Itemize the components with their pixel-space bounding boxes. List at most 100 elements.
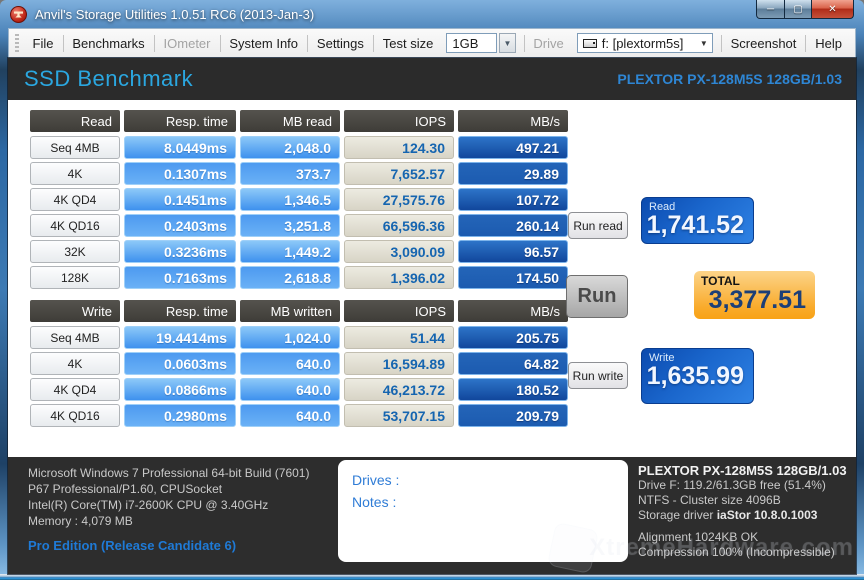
run-write-button[interactable]: Run write bbox=[568, 362, 628, 389]
app-icon bbox=[10, 5, 27, 23]
menu-system-info[interactable]: System Info bbox=[229, 35, 299, 51]
mb-written-cell: 640.0 bbox=[240, 404, 340, 427]
mb-written-cell: 640.0 bbox=[240, 352, 340, 375]
iops-cell: 27,575.76 bbox=[344, 188, 454, 211]
read-score-label: Read bbox=[649, 201, 676, 213]
resp-time-cell: 19.4414ms bbox=[124, 326, 236, 349]
resp-time-col-header: Resp. time bbox=[124, 110, 236, 132]
mb-read-cell: 373.7 bbox=[240, 162, 340, 185]
iops-col-header: IOPS bbox=[344, 110, 454, 132]
test-size-select[interactable]: 1GB bbox=[446, 33, 498, 53]
iops-cell: 51.44 bbox=[344, 326, 454, 349]
iops-cell: 124.30 bbox=[344, 136, 454, 159]
write-benchmark-table: Write Resp. time MB written IOPS MB/s Se… bbox=[30, 300, 568, 427]
resp-time-cell: 0.3236ms bbox=[124, 240, 236, 263]
title-bar[interactable]: Anvil's Storage Utilities 1.0.51 RC6 (20… bbox=[0, 0, 864, 28]
cpu-info: Intel(R) Core(TM) i7-2600K CPU @ 3.40GHz bbox=[28, 498, 269, 512]
os-info: Microsoft Windows 7 Professional 64-bit … bbox=[28, 466, 310, 480]
mbs-cell: 29.89 bbox=[458, 162, 568, 185]
device-name: PLEXTOR PX-128M5S 128GB/1.03 bbox=[617, 71, 842, 87]
menu-file[interactable]: File bbox=[32, 35, 54, 51]
window-controls: ─ ▢ ✕ bbox=[756, 0, 854, 19]
drive-free-space: Drive F: 119.2/61.3GB free (51.4%) bbox=[638, 478, 826, 492]
alignment-info: Alignment 1024KB OK bbox=[638, 530, 759, 544]
benchmark-panel: Read Resp. time MB read IOPS MB/s Seq 4M… bbox=[8, 100, 856, 457]
drives-label: Drives : bbox=[352, 472, 400, 488]
test-size-label: Test size bbox=[382, 35, 434, 51]
mbs-col-header: MB/s bbox=[458, 110, 568, 132]
write-score-label: Write bbox=[649, 352, 675, 364]
mbs-col-header: MB/s bbox=[458, 300, 568, 322]
row-label: 32K bbox=[30, 240, 120, 263]
row-label: 4K QD4 bbox=[30, 188, 120, 211]
compression-info: Compression 100% (Incompressible) bbox=[638, 545, 835, 559]
mbs-cell: 180.52 bbox=[458, 378, 568, 401]
drive-select-value: f: [plextorm5s] bbox=[601, 35, 684, 51]
row-label: Seq 4MB bbox=[30, 136, 120, 159]
system-info: Microsoft Windows 7 Professional 64-bit … bbox=[28, 465, 309, 529]
drive-info-title: PLEXTOR PX-128M5S 128GB/1.03 bbox=[638, 463, 847, 478]
storage-driver-info: Storage driver iaStor 10.8.0.1003 bbox=[638, 508, 818, 522]
menu-screenshot[interactable]: Screenshot bbox=[730, 35, 797, 51]
menu-bar: File Benchmarks IOmeter System Info Sett… bbox=[8, 28, 856, 58]
total-score-value: 3,377.51 bbox=[708, 286, 806, 314]
menu-iometer: IOmeter bbox=[163, 35, 211, 51]
minimize-button[interactable]: ─ bbox=[756, 0, 785, 19]
resp-time-cell: 0.2403ms bbox=[124, 214, 236, 237]
resp-time-cell: 0.1451ms bbox=[124, 188, 236, 211]
run-read-button[interactable]: Run read bbox=[568, 212, 628, 239]
iops-col-header: IOPS bbox=[344, 300, 454, 322]
test-size-dropdown-arrow-icon[interactable]: ▼ bbox=[499, 33, 516, 53]
notes-box[interactable]: Drives : Notes : bbox=[338, 460, 628, 562]
window-bottom-border bbox=[0, 574, 864, 580]
resp-time-cell: 0.2980ms bbox=[124, 404, 236, 427]
mb-read-cell: 2,618.8 bbox=[240, 266, 340, 289]
motherboard-info: P67 Professional/P1.60, CPUSocket bbox=[28, 482, 223, 496]
iops-cell: 53,707.15 bbox=[344, 404, 454, 427]
read-col-header: Read bbox=[30, 110, 120, 132]
mb-read-col-header: MB read bbox=[240, 110, 340, 132]
maximize-button[interactable]: ▢ bbox=[785, 0, 812, 19]
read-benchmark-table: Read Resp. time MB read IOPS MB/s Seq 4M… bbox=[30, 110, 568, 289]
read-score-value: 1,741.52 bbox=[646, 211, 744, 239]
resp-time-cell: 8.0449ms bbox=[124, 136, 236, 159]
iops-cell: 3,090.09 bbox=[344, 240, 454, 263]
mbs-cell: 174.50 bbox=[458, 266, 568, 289]
edition-label: Pro Edition (Release Candidate 6) bbox=[28, 538, 237, 553]
resp-time-cell: 0.0603ms bbox=[124, 352, 236, 375]
mb-written-col-header: MB written bbox=[240, 300, 340, 322]
row-label: 128K bbox=[30, 266, 120, 289]
menu-benchmarks[interactable]: Benchmarks bbox=[72, 35, 145, 51]
storage-driver-version: iaStor 10.8.0.1003 bbox=[716, 508, 818, 522]
drive-icon bbox=[582, 38, 597, 48]
drive-dropdown-arrow-icon: ▼ bbox=[699, 38, 708, 48]
row-label: 4K QD16 bbox=[30, 404, 120, 427]
total-score-box: TOTAL 3,377.51 bbox=[694, 271, 815, 319]
resp-time-cell: 0.1307ms bbox=[124, 162, 236, 185]
mbs-cell: 497.21 bbox=[458, 136, 568, 159]
mbs-cell: 260.14 bbox=[458, 214, 568, 237]
drive-select[interactable]: f: [plextorm5s] ▼ bbox=[576, 33, 713, 53]
menu-help[interactable]: Help bbox=[815, 35, 843, 51]
run-button[interactable]: Run bbox=[566, 275, 628, 318]
resp-time-cell: 0.7163ms bbox=[124, 266, 236, 289]
benchmark-header: SSD Benchmark PLEXTOR PX-128M5S 128GB/1.… bbox=[8, 58, 856, 100]
mbs-cell: 107.72 bbox=[458, 188, 568, 211]
filesystem-info: NTFS - Cluster size 4096B bbox=[638, 493, 781, 507]
resp-time-col-header: Resp. time bbox=[124, 300, 236, 322]
row-label: Seq 4MB bbox=[30, 326, 120, 349]
window-title: Anvil's Storage Utilities 1.0.51 RC6 (20… bbox=[35, 6, 315, 22]
row-label: 4K QD4 bbox=[30, 378, 120, 401]
row-label: 4K QD16 bbox=[30, 214, 120, 237]
mbs-cell: 209.79 bbox=[458, 404, 568, 427]
toolbar-gripper[interactable] bbox=[15, 34, 19, 52]
page-title: SSD Benchmark bbox=[24, 66, 194, 91]
close-button[interactable]: ✕ bbox=[812, 0, 854, 19]
mb-written-cell: 640.0 bbox=[240, 378, 340, 401]
iops-cell: 16,594.89 bbox=[344, 352, 454, 375]
menu-settings[interactable]: Settings bbox=[316, 35, 364, 51]
mb-read-cell: 1,346.5 bbox=[240, 188, 340, 211]
mb-read-cell: 3,251.8 bbox=[240, 214, 340, 237]
iops-cell: 46,213.72 bbox=[344, 378, 454, 401]
write-score-value: 1,635.99 bbox=[646, 362, 744, 390]
